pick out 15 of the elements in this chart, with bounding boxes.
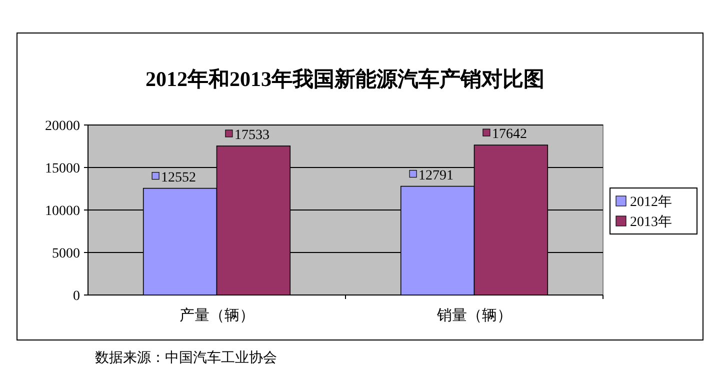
data-label: 17533: [234, 128, 270, 143]
x-tick-label: 销量（辆）: [436, 307, 512, 324]
y-tick-label: 5000: [52, 246, 80, 262]
chart-title: 2012年和2013年我国新能源汽车产销对比图: [146, 67, 544, 91]
legend-label: 2012年: [630, 194, 672, 210]
data-label: 17642: [492, 127, 527, 142]
source-note: 数据来源：中国汽车工业协会: [95, 350, 277, 366]
x-tick-label: 产量（辆）: [179, 307, 254, 324]
y-tick-label: 10000: [45, 204, 80, 219]
data-label: 12552: [161, 170, 196, 186]
legend-label: 2013年: [630, 214, 672, 230]
y-tick-label: 15000: [45, 162, 80, 176]
y-tick-label: 0: [73, 289, 80, 304]
data-label: 12791: [418, 168, 454, 184]
y-tick-label: 20000: [45, 119, 80, 134]
